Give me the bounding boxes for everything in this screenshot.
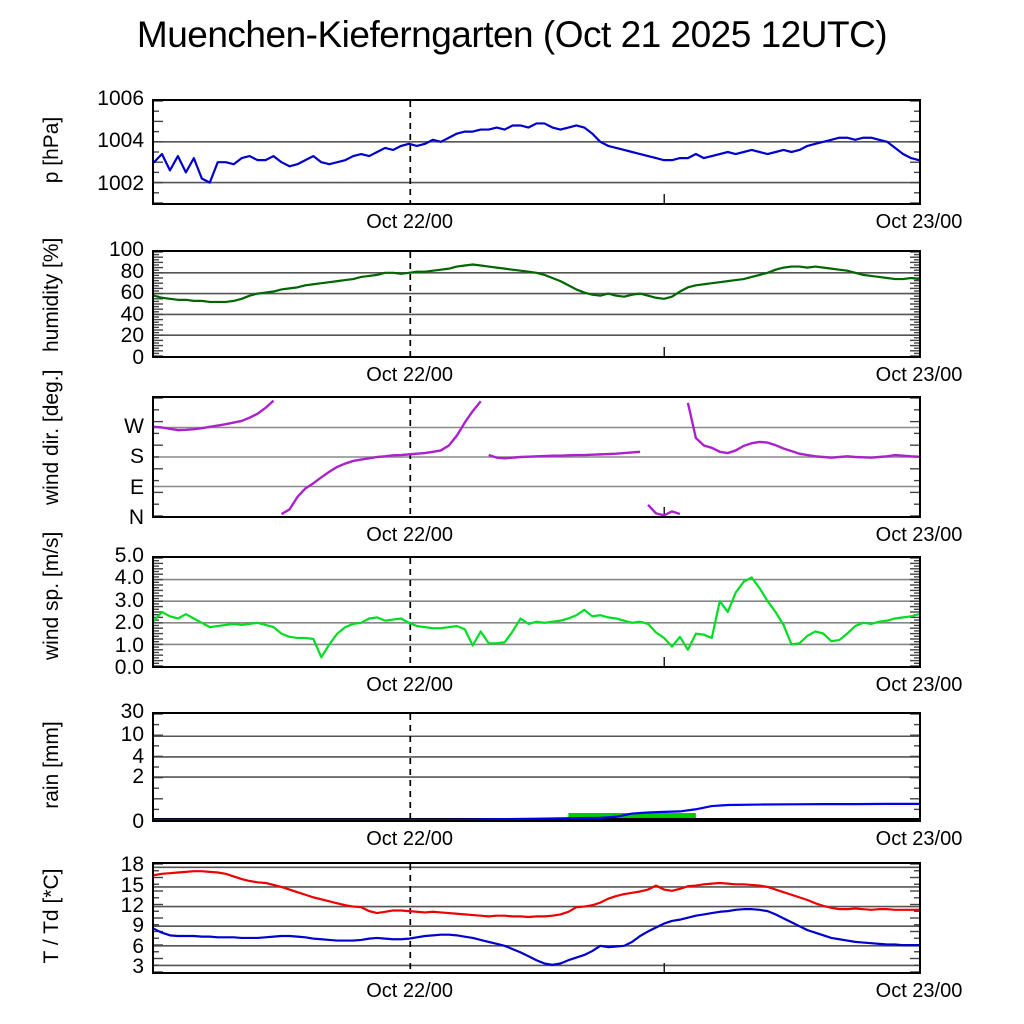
y-tick-label: 20 xyxy=(120,324,144,348)
y-tick-label: 10 xyxy=(120,723,144,747)
y-ticks-humidity: 0 20 40 60 80 100 xyxy=(48,238,144,369)
y-tick-label: W xyxy=(124,414,144,438)
y-tick-label: 30 xyxy=(120,700,144,723)
y-ticks-pressure: 1002 1004 1006 xyxy=(48,87,144,205)
y-tick-label: 0 xyxy=(132,810,144,833)
y-tick-label: 1004 xyxy=(97,129,144,153)
y-tick-label: 40 xyxy=(120,302,144,326)
y-ticks-temperature: 3 6 9 12 15 18 xyxy=(48,853,144,978)
y-tick-label: 0 xyxy=(132,346,144,369)
x-tick-label-right-rain: Oct 23/00 xyxy=(875,828,963,850)
y-tick-label: 18 xyxy=(120,853,144,877)
x-tick-label-right-humidity: Oct 23/00 xyxy=(875,364,963,386)
x-tick-label-right-temperature: Oct 23/00 xyxy=(875,980,963,1002)
x-tick-label-left-wind_speed: Oct 22/00 xyxy=(366,674,453,696)
y-tick-label: 80 xyxy=(120,259,144,283)
x-tick-label-left-rain: Oct 22/00 xyxy=(366,828,453,850)
y-tick-label: 9 xyxy=(132,914,144,938)
y-ticks-wind_speed: 0.0 1.0 2.0 3.0 4.0 5.0 xyxy=(48,544,144,679)
y-tick-label: 1002 xyxy=(97,171,144,195)
y-tick-label: S xyxy=(129,445,144,468)
x-tick-label-right-wind_speed: Oct 23/00 xyxy=(875,674,963,696)
plot-area-humidity[interactable] xyxy=(152,250,921,358)
x-tick-label-right-wind_direction: Oct 23/00 xyxy=(875,524,963,546)
y-ticks-rain: 0 2 4 10 30 xyxy=(48,700,144,833)
page-title: Muenchen-Kieferngarten (Oct 21 2025 12UT… xyxy=(136,14,888,55)
plot-area-pressure[interactable] xyxy=(152,99,921,205)
y-tick-label: 1006 xyxy=(97,87,144,110)
x-tick-label-left-wind_direction: Oct 22/00 xyxy=(366,524,453,546)
plot-area-rain[interactable] xyxy=(152,712,921,822)
y-tick-label: N xyxy=(128,506,144,529)
x-tick-label-left-pressure: Oct 22/00 xyxy=(366,211,453,233)
y-tick-label: 60 xyxy=(120,281,144,305)
y-tick-label: 4.0 xyxy=(114,566,144,590)
y-tick-label: 100 xyxy=(108,238,144,261)
y-tick-label: 2 xyxy=(132,765,144,789)
y-tick-label: 15 xyxy=(120,873,144,897)
y-tick-label: 4 xyxy=(132,744,144,768)
y-tick-label: 2.0 xyxy=(114,611,144,635)
plot-area-temperature[interactable] xyxy=(152,862,921,974)
y-tick-label: 6 xyxy=(132,934,144,958)
y-tick-label: 1.0 xyxy=(114,633,144,657)
y-tick-label: 5.0 xyxy=(114,544,144,567)
y-tick-label: 12 xyxy=(120,894,144,918)
plot-area-wind_direction[interactable] xyxy=(152,396,921,518)
y-tick-label: E xyxy=(129,475,144,499)
x-tick-label-right-pressure: Oct 23/00 xyxy=(875,211,963,233)
y-tick-label: 3.0 xyxy=(114,588,144,612)
y-tick-label: 3 xyxy=(132,955,144,979)
x-tick-label-left-temperature: Oct 22/00 xyxy=(366,980,453,1002)
x-tick-label-left-humidity: Oct 22/00 xyxy=(366,364,453,386)
plot-area-wind_speed[interactable] xyxy=(152,556,921,668)
y-tick-label: 0.0 xyxy=(114,656,144,679)
